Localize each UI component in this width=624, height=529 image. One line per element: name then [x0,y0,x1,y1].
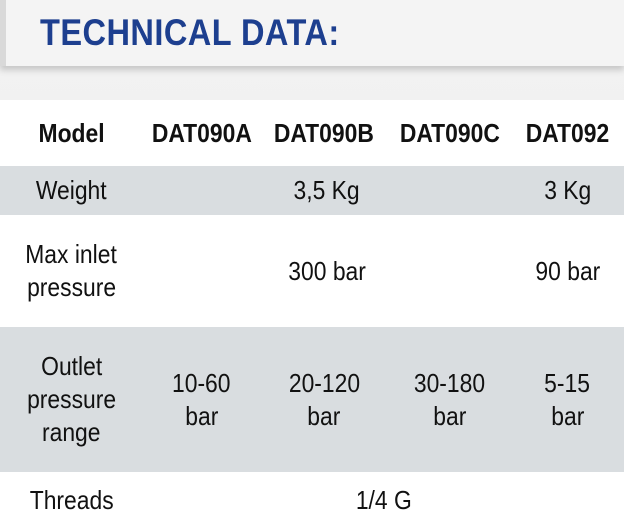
row-label: Max inlet pressure [25,239,118,302]
header-dat092: DAT092 [525,117,610,148]
table-background [0,100,624,529]
outlet-dat090b: 20-120 bar [288,367,360,431]
table-row-outlet-pressure-range: Outlet pressure range 10-60 bar 20-120 b… [0,327,624,472]
outlet-dat090c: 30-180 bar [413,367,486,431]
inlet-dat092: 90 bar [535,255,600,286]
row-label: Outlet pressure range [26,351,117,447]
outlet-dat090a: 10-60 bar [172,367,231,431]
row-label: Threads [29,485,114,515]
table-header-row: Model DAT090A DAT090B DAT090C DAT092 [0,100,624,166]
header-dat090a: DAT090A [151,117,252,148]
header-accent [0,0,6,66]
table-row-max-inlet-pressure: Max inlet pressure 300 bar 90 bar [0,215,624,327]
threads-value: 1/4 G [355,485,412,515]
technical-data-table: Model DAT090A DAT090B DAT090C DAT092 Wei… [0,100,624,529]
header-model: Model [38,117,105,148]
table-row-threads: Threads 1/4 G [0,472,624,529]
outlet-dat092: 5-15 bar [544,367,591,431]
weight-dat092: 3 Kg [543,175,592,205]
inlet-dat090: 300 bar [288,255,366,286]
header-dat090b: DAT090B [273,117,375,148]
section-title: TECHNICAL DATA: [40,12,340,53]
table-row-weight: Weight 3,5 Kg 3 Kg [0,166,624,215]
header-dat090c: DAT090C [399,117,500,148]
section-header: TECHNICAL DATA: [0,0,624,66]
weight-dat090: 3,5 Kg [293,175,361,205]
row-label: Weight [36,175,107,205]
